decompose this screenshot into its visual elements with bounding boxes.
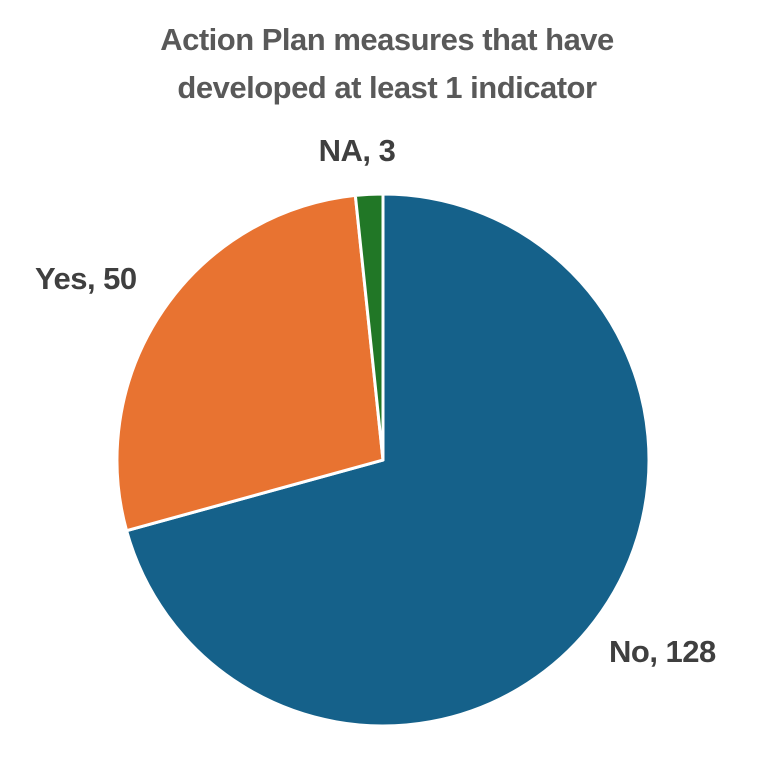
pie-label-yes: Yes, 50 <box>35 261 137 296</box>
pie-label-no: No, 128 <box>609 634 716 669</box>
chart-title: Action Plan measures that have developed… <box>160 22 614 105</box>
pie-slice-yes <box>115 193 385 533</box>
pie-label-na: NA, 3 <box>318 133 396 168</box>
pie-slice-no <box>125 192 651 728</box>
pie-slice-na <box>353 192 385 462</box>
